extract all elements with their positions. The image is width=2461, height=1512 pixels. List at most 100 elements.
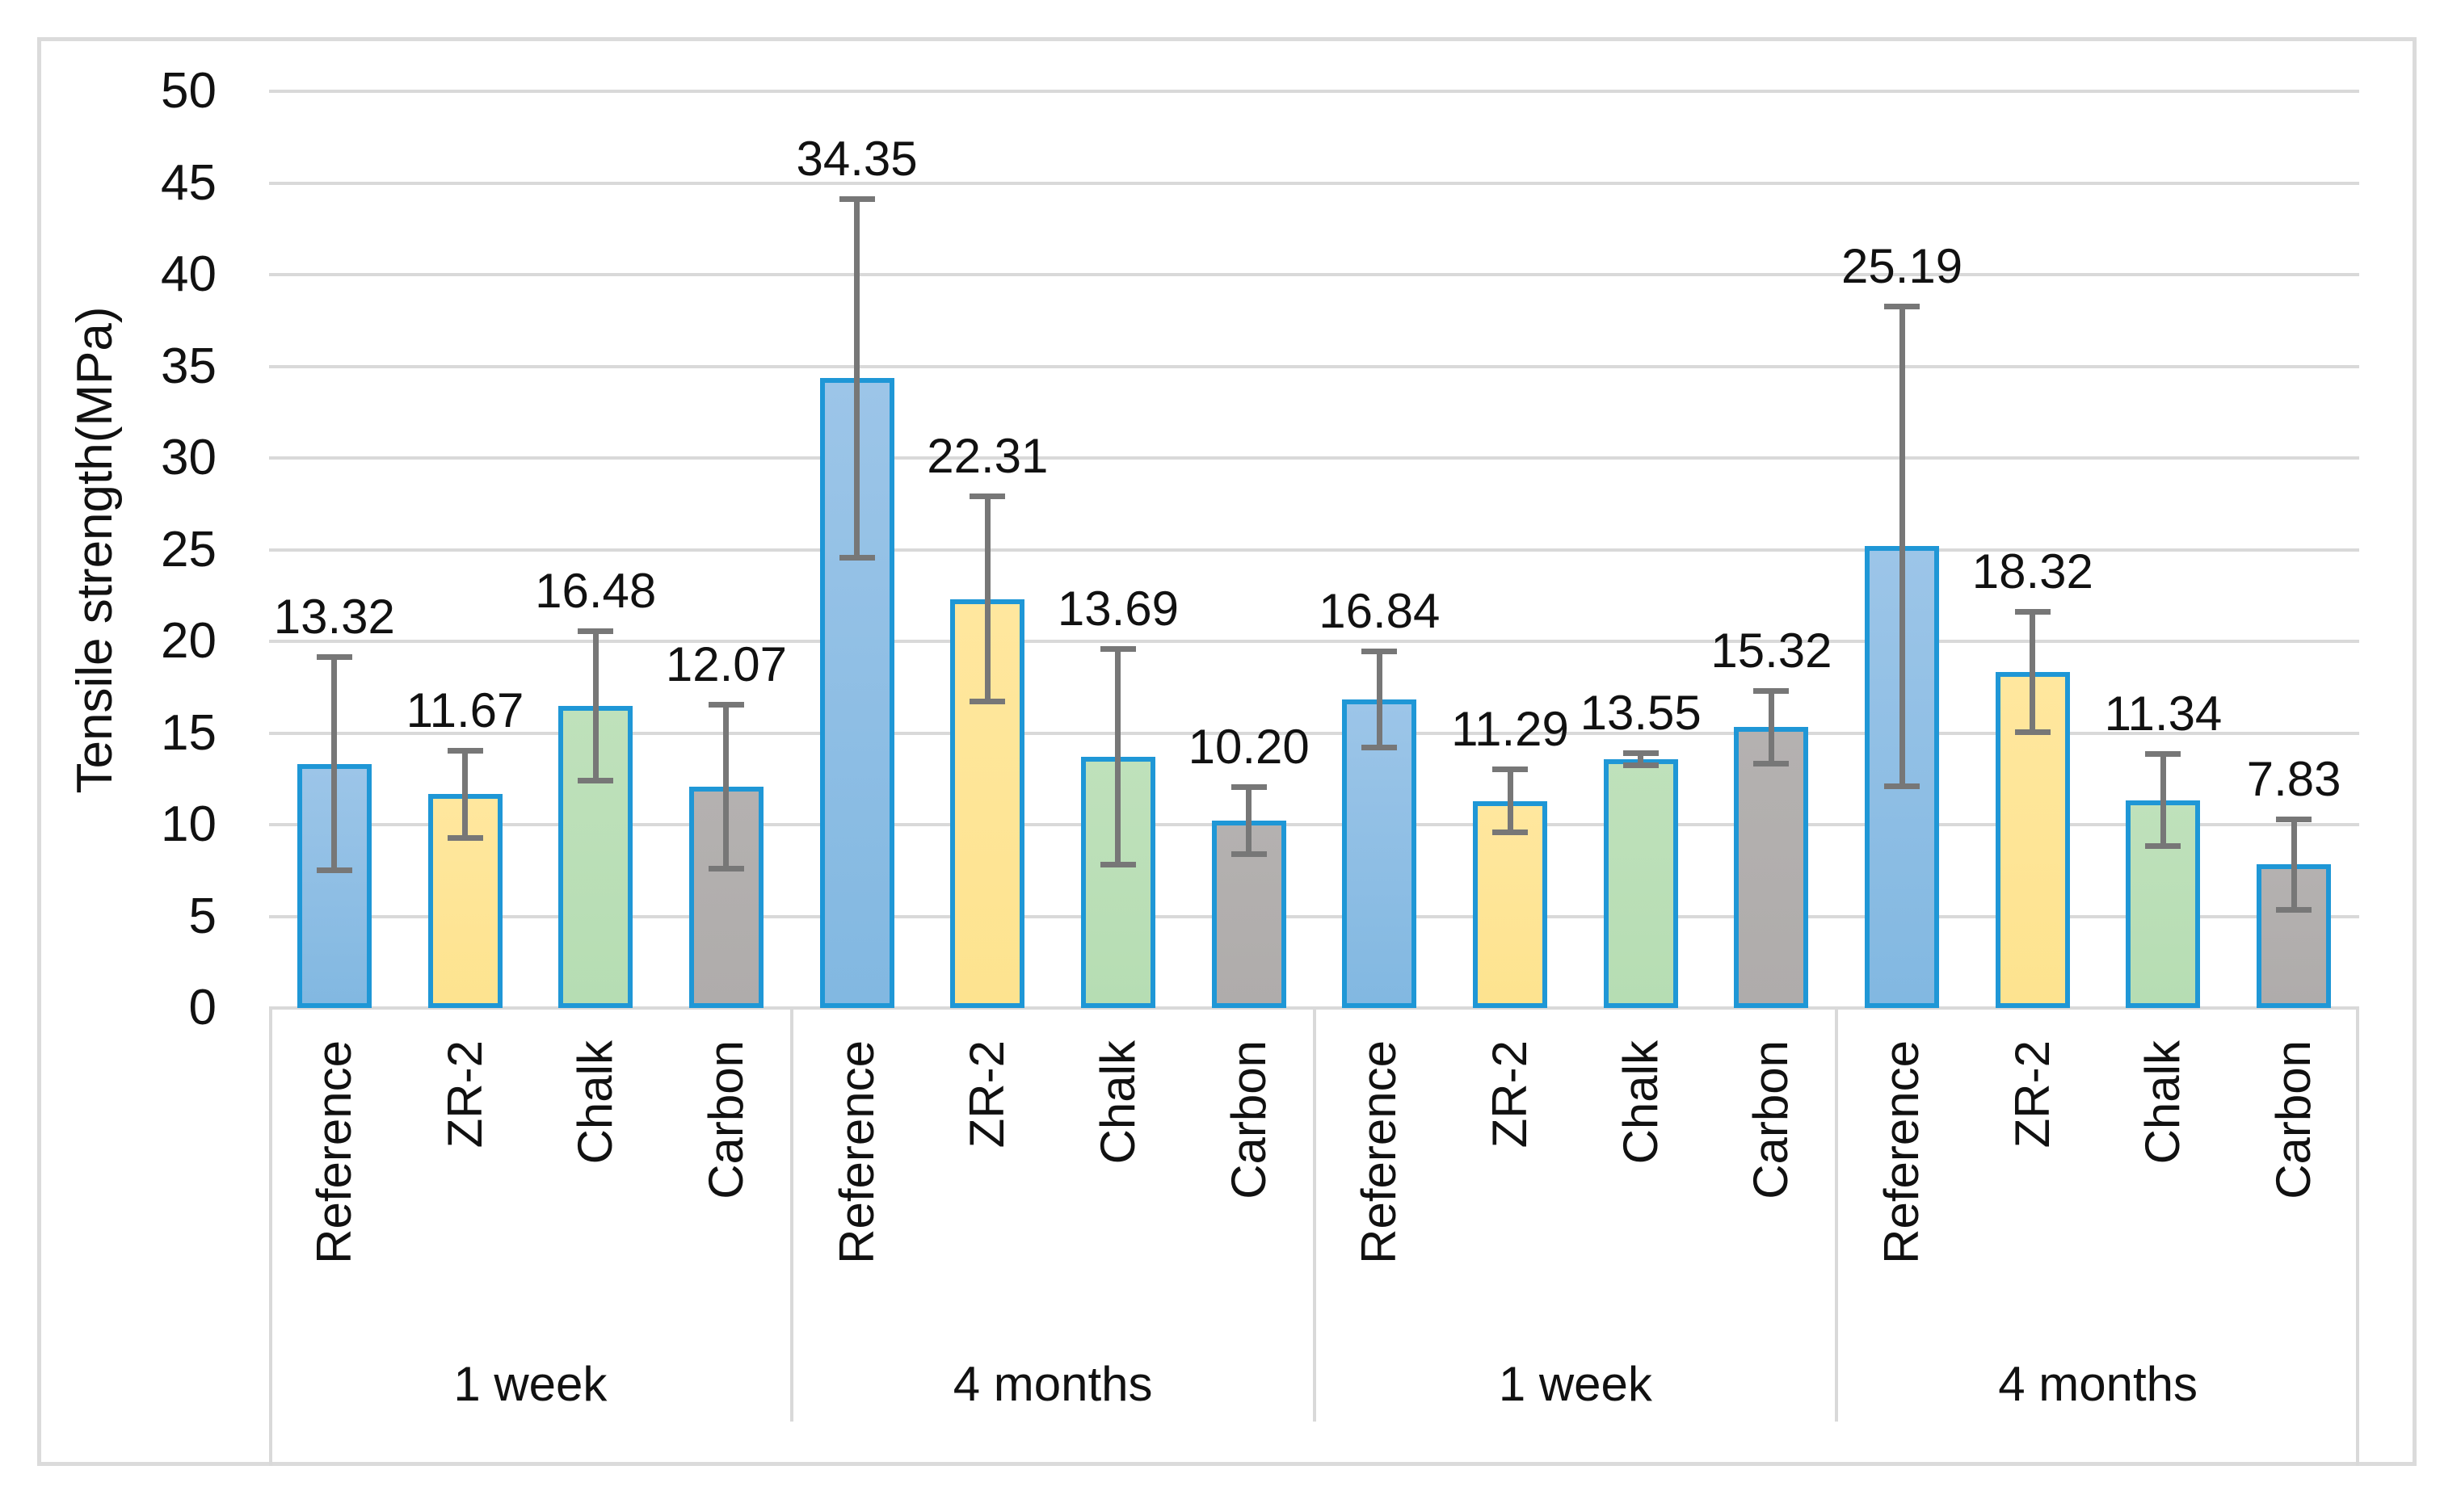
error-bar-bottom-cap <box>2014 729 2051 736</box>
error-bar-line <box>984 496 991 702</box>
error-bar-top-cap <box>2276 816 2312 822</box>
gridline <box>269 273 2359 276</box>
bar <box>1603 759 1678 1008</box>
error-bar-bottom-cap <box>1230 851 1267 858</box>
group-label: 4 months <box>953 1357 1153 1411</box>
error-bar-line <box>723 704 730 870</box>
category-label: Reference <box>306 1040 361 1264</box>
error-bar-bottom-cap <box>2145 843 2181 850</box>
gridline <box>269 548 2359 552</box>
error-bar-line <box>1638 753 1644 766</box>
error-bar-line <box>1507 768 1513 834</box>
error-bar-line <box>1246 787 1252 855</box>
gridline <box>269 456 2359 460</box>
error-bar-top-cap <box>1230 784 1267 791</box>
group-label: 1 week <box>453 1357 608 1411</box>
data-label: 13.69 <box>1057 582 1180 636</box>
error-bar-bottom-cap <box>578 777 614 783</box>
category-label: Reference <box>1352 1040 1407 1264</box>
error-bar-line <box>854 198 860 558</box>
error-bar-line <box>1115 649 1121 866</box>
label-box-right-edge <box>2356 1008 2359 1466</box>
data-label: 34.35 <box>796 131 918 186</box>
error-bar-bottom-cap <box>2276 907 2312 913</box>
error-bar-top-cap <box>316 653 352 660</box>
y-tick-label: 15 <box>161 704 217 761</box>
category-label: ZR-2 <box>1483 1040 1538 1149</box>
error-bar-top-cap <box>578 628 614 634</box>
category-label: Reference <box>1874 1040 1929 1264</box>
y-tick-label: 45 <box>161 154 217 211</box>
data-label: 11.67 <box>406 682 524 737</box>
error-bar-bottom-cap <box>839 554 875 561</box>
error-bar-bottom-cap <box>1492 830 1529 836</box>
y-tick-label: 30 <box>161 430 217 485</box>
bar <box>819 378 894 1008</box>
category-label: ZR-2 <box>2005 1040 2059 1149</box>
error-bar-line <box>2291 818 2297 910</box>
gridline <box>269 914 2359 918</box>
data-label: 7.83 <box>2246 751 2341 806</box>
y-tick-label: 0 <box>188 980 217 1035</box>
error-bar-top-cap <box>970 494 1006 500</box>
error-bar-bottom-cap <box>1622 762 1659 769</box>
data-label: 25.19 <box>1841 238 1963 293</box>
data-label: 16.84 <box>1319 583 1441 638</box>
category-label: Chalk <box>2135 1040 2190 1165</box>
error-bar-bottom-cap <box>316 867 352 874</box>
error-bar-bottom-cap <box>708 866 744 872</box>
error-bar-bottom-cap <box>1753 760 1790 766</box>
error-bar-top-cap <box>1753 687 1790 694</box>
data-label: 18.32 <box>1971 544 2093 599</box>
error-bar-bottom-cap <box>1361 744 1398 750</box>
y-tick-label: 20 <box>161 613 217 669</box>
category-label: ZR-2 <box>960 1040 1015 1149</box>
error-bar-line <box>331 656 338 872</box>
data-label: 15.32 <box>1710 623 1832 678</box>
gridline <box>269 181 2359 185</box>
error-bar-bottom-cap <box>1100 862 1136 868</box>
error-bar-line <box>2030 611 2036 733</box>
error-bar-top-cap <box>708 701 744 708</box>
error-bar-top-cap <box>1492 766 1529 772</box>
category-label: ZR-2 <box>437 1040 492 1149</box>
gridline <box>269 640 2359 643</box>
error-bar-line <box>1768 690 1774 764</box>
data-label: 13.55 <box>1580 686 1702 741</box>
error-bar-line <box>592 630 599 781</box>
group-label: 4 months <box>1998 1357 2198 1411</box>
error-bar-top-cap <box>447 747 483 754</box>
error-bar-line <box>1376 650 1382 748</box>
error-bar-bottom-cap <box>1884 783 1920 789</box>
error-bar-top-cap <box>839 195 875 202</box>
y-tick-label: 25 <box>161 521 217 578</box>
y-tick-label: 5 <box>188 888 217 944</box>
bar <box>1342 699 1417 1008</box>
data-label: 12.07 <box>665 636 787 691</box>
error-bar-bottom-cap <box>447 834 483 841</box>
group-divider <box>1312 1008 1316 1422</box>
y-tick-label: 10 <box>161 796 217 852</box>
error-bar-top-cap <box>2145 750 2181 757</box>
bar <box>1734 727 1809 1008</box>
category-label: Carbon <box>1221 1040 1276 1199</box>
category-label: Carbon <box>1744 1040 1798 1199</box>
gridline <box>269 364 2359 368</box>
y-tick-label: 40 <box>161 246 217 302</box>
data-label: 11.29 <box>1451 701 1569 756</box>
error-bar-bottom-cap <box>970 698 1006 704</box>
data-label: 10.20 <box>1188 720 1310 775</box>
y-tick-label: 50 <box>161 63 217 119</box>
error-bar-top-cap <box>1884 303 1920 309</box>
gridline <box>269 731 2359 735</box>
group-divider <box>789 1008 793 1422</box>
y-tick-label: 35 <box>161 338 217 394</box>
group-divider <box>1835 1008 1839 1422</box>
error-bar-line <box>2160 753 2166 847</box>
error-bar-top-cap <box>1622 750 1659 757</box>
data-label: 13.32 <box>273 589 395 644</box>
category-label: Reference <box>829 1040 884 1264</box>
category-label: Carbon <box>2266 1040 2321 1199</box>
data-label: 16.48 <box>535 563 657 618</box>
